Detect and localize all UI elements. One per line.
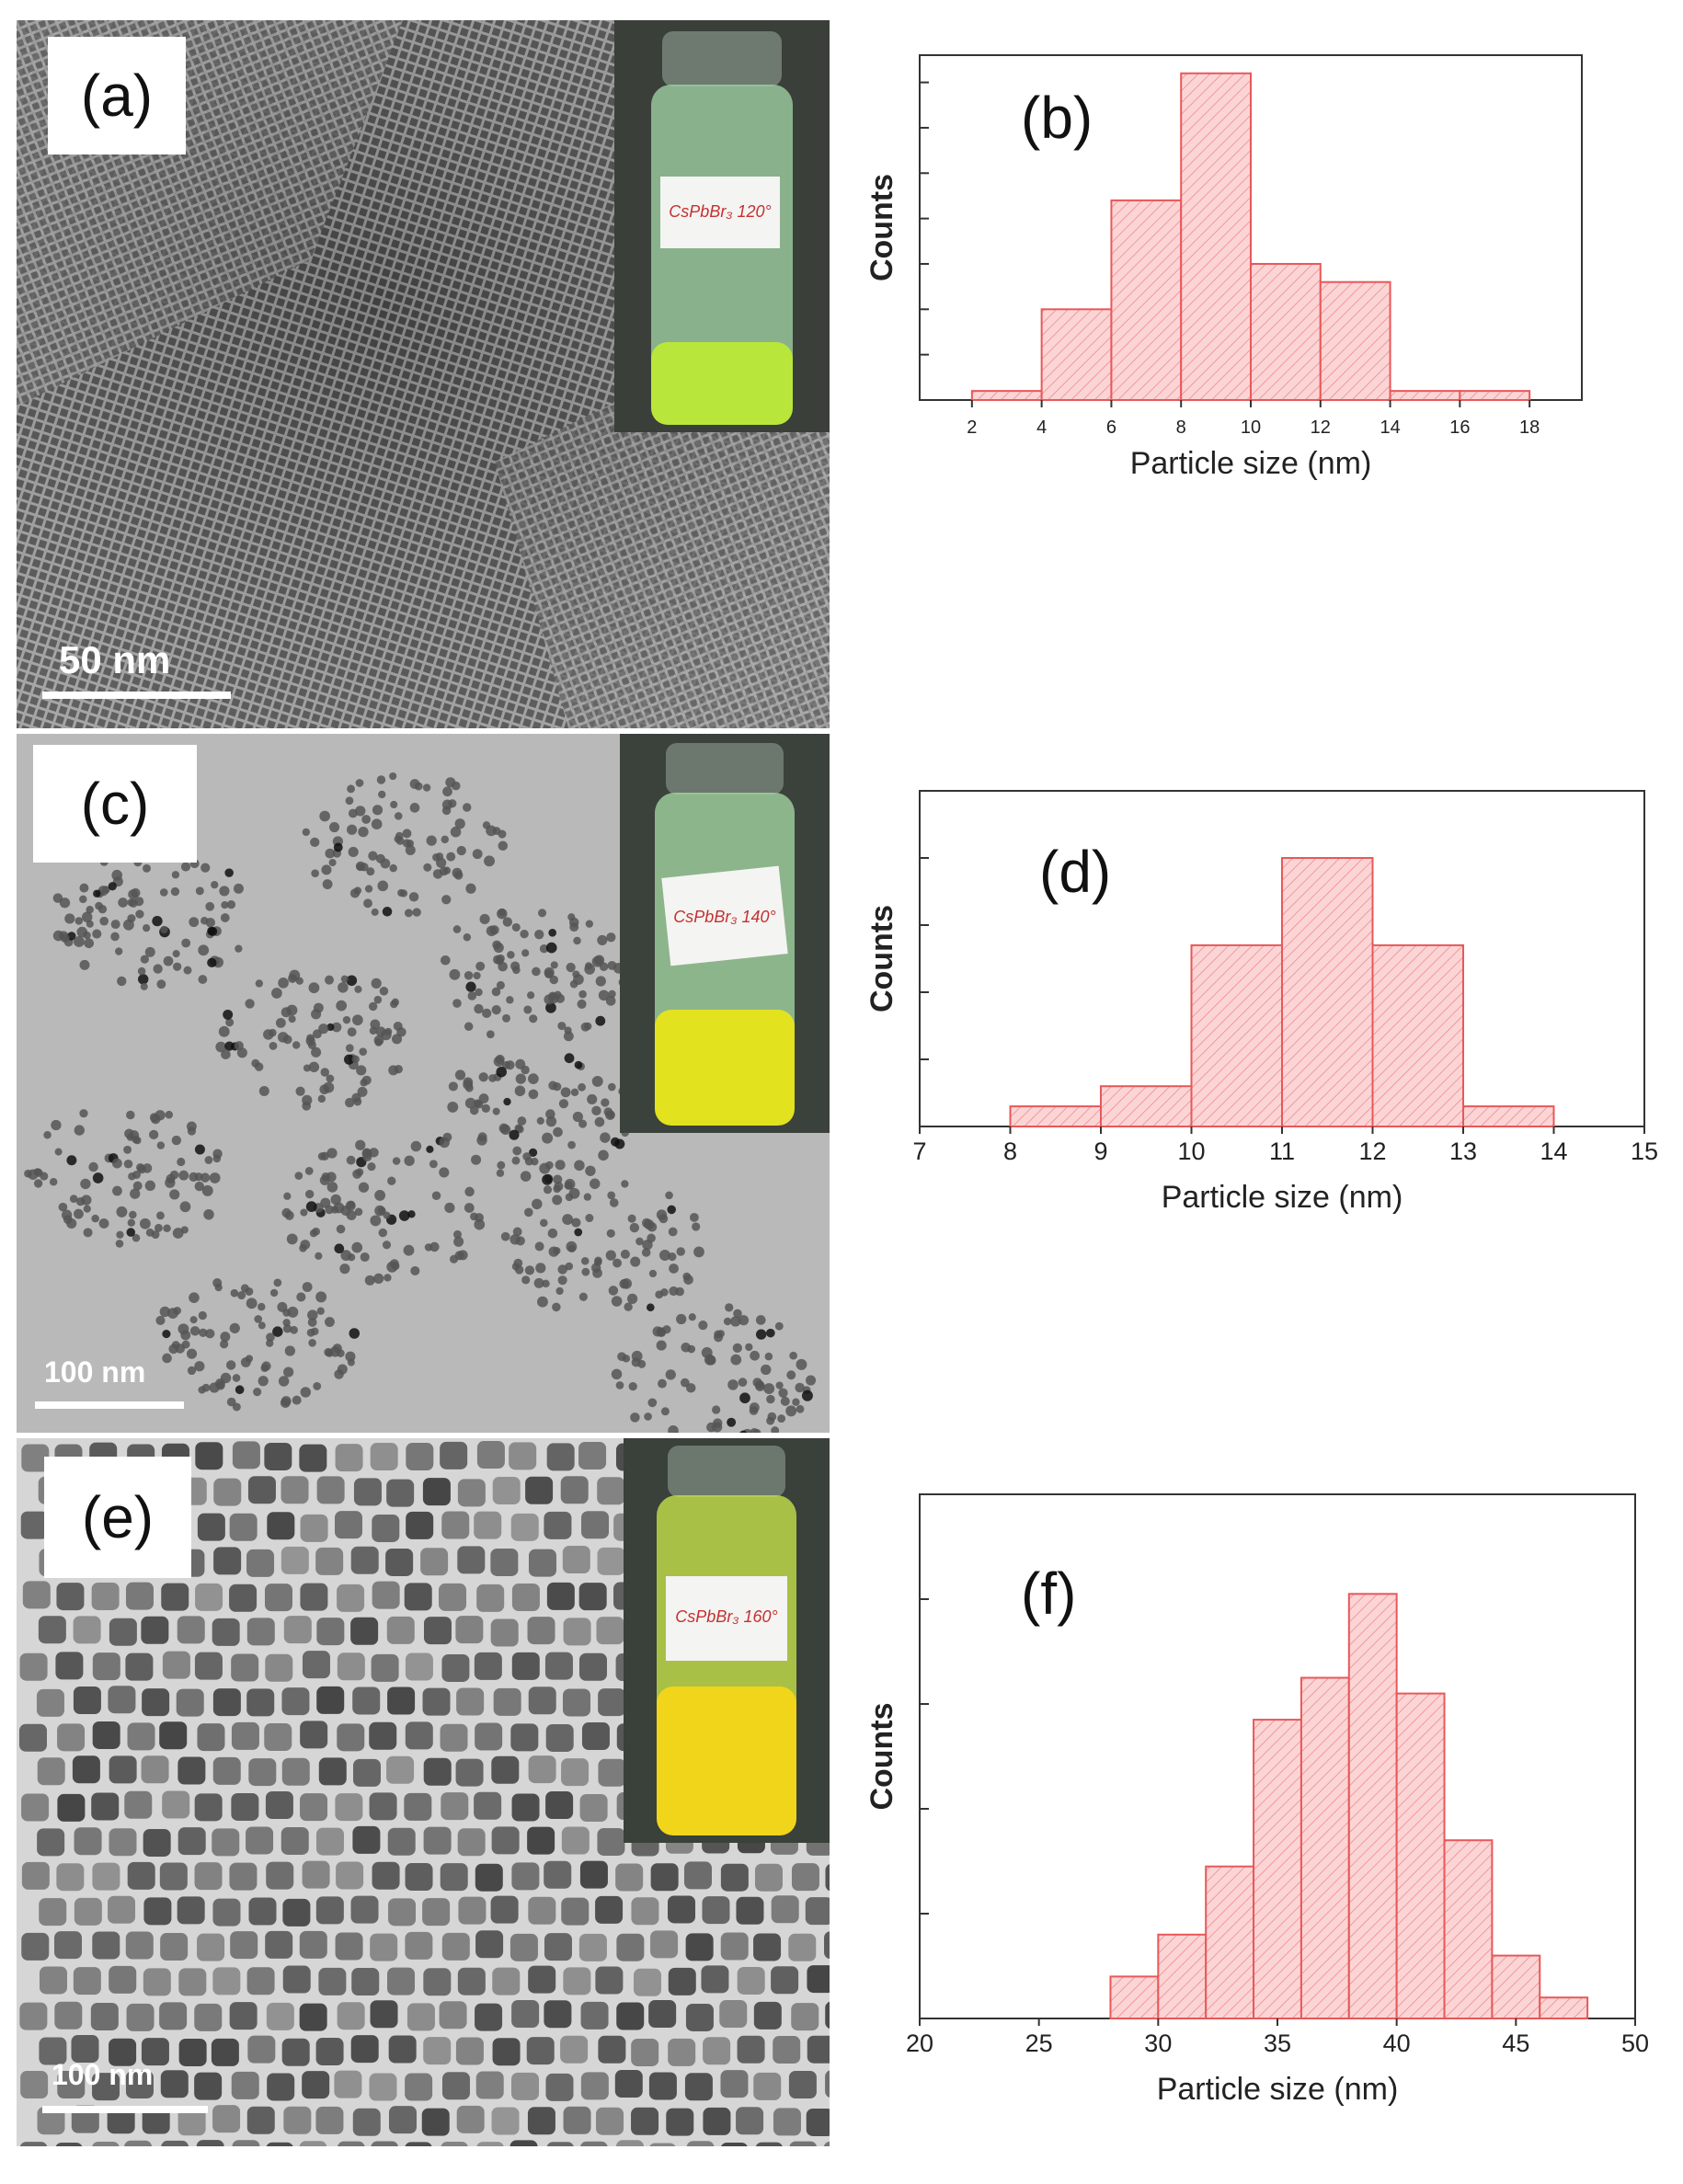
- scale-bar-e: [42, 2106, 208, 2113]
- x-axis-label: Particle size (nm): [1157, 2072, 1399, 2107]
- x-tick-label: 15: [1631, 1138, 1658, 1165]
- histogram-bar: [1205, 1865, 1255, 2020]
- tem-image-c: (c) 100 nm CsPbBr₃ 140°: [17, 734, 830, 1433]
- histogram-bar: [1109, 1975, 1160, 2020]
- x-tick-label: 12: [1311, 417, 1331, 438]
- x-tick-label: 18: [1519, 417, 1540, 438]
- histogram-bar: [1190, 943, 1283, 1127]
- x-tick-label: 8: [1003, 1138, 1017, 1165]
- scale-bar-label-e: 100 nm: [52, 2058, 154, 2091]
- histogram-bar: [1157, 1933, 1208, 2019]
- panel-label-f: (f): [1021, 1561, 1076, 1627]
- histogram-bar: [1253, 1719, 1302, 2019]
- panel-label-b: (b): [1021, 85, 1093, 151]
- histogram-bar: [1389, 390, 1461, 402]
- scale-bar-c: [35, 1401, 184, 1409]
- panel-label-c: (c): [33, 745, 197, 863]
- histogram-bar: [1040, 308, 1113, 402]
- tem-image-e: (e) 100 nm CsPbBr₃ 160°: [17, 1438, 830, 2146]
- y-axis-label: Counts: [864, 905, 899, 1012]
- panel-label-a: (a): [48, 37, 186, 154]
- y-axis-label: Counts: [864, 1702, 899, 1810]
- vial-label-a: CsPbBr₃ 120°: [669, 202, 771, 221]
- histogram-bar: [1250, 262, 1322, 402]
- x-tick-label: 12: [1358, 1138, 1386, 1165]
- histogram-bar: [1319, 280, 1391, 402]
- vial-e: CsPbBr₃ 160°: [657, 1446, 796, 1835]
- x-tick-label: 13: [1449, 1138, 1477, 1165]
- scale-bar-label-a: 50 nm: [59, 638, 171, 681]
- histogram-bar: [1459, 390, 1531, 402]
- x-tick-label: 35: [1264, 2030, 1291, 2057]
- x-tick-label: 20: [906, 2030, 933, 2057]
- panel-label-d: (d): [1039, 839, 1111, 905]
- vial-photo-e: CsPbBr₃ 160°: [624, 1438, 830, 1843]
- x-tick-label: 30: [1144, 2030, 1172, 2057]
- x-tick-label: 10: [1241, 417, 1261, 438]
- histogram-f: 20 25 30 35 40 45 50 Particle size (nm) Counts (f…: [864, 1493, 1649, 2107]
- histogram-bar: [1462, 1105, 1555, 1128]
- x-tick-label: 11: [1269, 1138, 1295, 1165]
- vial-photo-a: CsPbBr₃ 120°: [614, 20, 830, 432]
- panel-label-e: (e): [44, 1457, 191, 1578]
- x-axis-label: Particle size (nm): [1130, 446, 1372, 481]
- x-tick-label: 16: [1449, 417, 1470, 438]
- histogram-bar: [1443, 1839, 1494, 2020]
- histogram-bar: [1347, 1593, 1398, 2020]
- x-tick-label: 25: [1025, 2030, 1053, 2057]
- vial-c: CsPbBr₃ 140°: [655, 743, 795, 1126]
- histogram-bar: [970, 390, 1043, 402]
- scale-bar-label-c: 100 nm: [44, 1355, 146, 1389]
- x-axis-label: Particle size (nm): [1162, 1180, 1403, 1215]
- histogram-bar: [1009, 1105, 1102, 1128]
- scale-bar-a: [42, 692, 231, 699]
- x-tick-label: 40: [1383, 2030, 1411, 2057]
- histogram-bar: [1299, 1676, 1350, 2019]
- x-tick-label: 14: [1540, 1138, 1567, 1165]
- histogram-bar: [1491, 1954, 1541, 2019]
- x-tick-label: 8: [1176, 417, 1186, 438]
- histogram-bar: [1539, 1996, 1589, 2020]
- y-axis-label: Counts: [864, 174, 899, 281]
- x-tick-label: 45: [1502, 2030, 1529, 2057]
- x-tick-label: 7: [912, 1138, 926, 1165]
- histogram-bar: [1281, 857, 1374, 1127]
- histogram-bar: [1371, 943, 1464, 1127]
- histogram-bar: [1395, 1692, 1446, 2019]
- x-tick-label: 50: [1621, 2030, 1649, 2057]
- x-tick-label: 4: [1036, 417, 1047, 438]
- vial-label-c: CsPbBr₃ 140°: [673, 908, 775, 926]
- histogram-bar: [1110, 199, 1183, 401]
- histogram-bar: [1100, 1085, 1193, 1128]
- x-tick-label: 6: [1106, 417, 1116, 438]
- vial-label-e: CsPbBr₃ 160°: [675, 1607, 777, 1626]
- vial-photo-c: CsPbBr₃ 140°: [620, 734, 830, 1133]
- x-tick-label: 14: [1380, 417, 1400, 438]
- vial-a: CsPbBr₃ 120°: [651, 31, 793, 425]
- x-tick-label: 9: [1093, 1138, 1107, 1165]
- x-tick-label: 2: [967, 417, 977, 438]
- histogram-d: 7 8 9 10 11 12 13 14 15 Particle size (nm) Counts (…: [864, 790, 1658, 1215]
- x-tick-label: 10: [1177, 1138, 1205, 1165]
- histogram-b: 2 4 6 8 10 12 14 16 18 Particle size (nm) Counts (b…: [864, 54, 1583, 481]
- histogram-bar: [1180, 72, 1253, 401]
- tem-image-a: (a) 50 nm CsPbBr₃ 120°: [17, 20, 830, 728]
